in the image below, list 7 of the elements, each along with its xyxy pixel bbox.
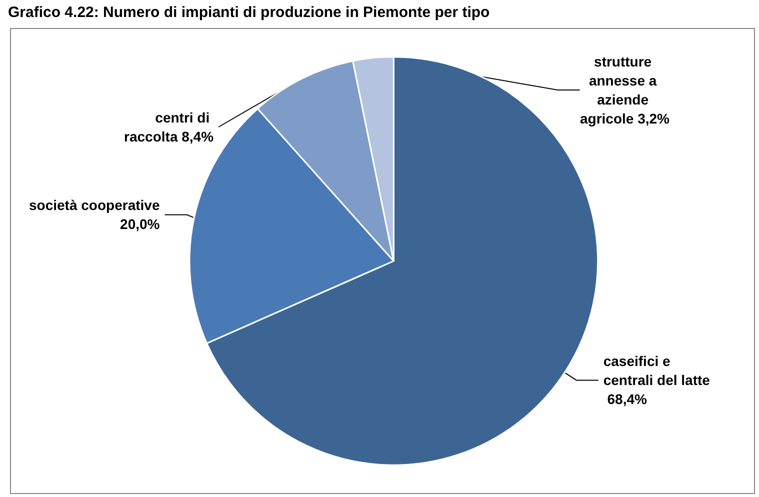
- slice-label: società cooperative: [29, 197, 160, 214]
- data-label: 20,0%: [116, 216, 160, 232]
- slice-label: caseifici e centrali del latte: [603, 353, 710, 388]
- slice-label: strutture annesse a aziende agricole 3,2%: [580, 54, 670, 126]
- chart-title: Grafico 4.22: Numero di impianti di produzione in Piemonte per tipo: [8, 4, 490, 21]
- slice-label: centri di raccolta 8,4%: [124, 110, 214, 144]
- data-label: 68,4%: [603, 391, 648, 408]
